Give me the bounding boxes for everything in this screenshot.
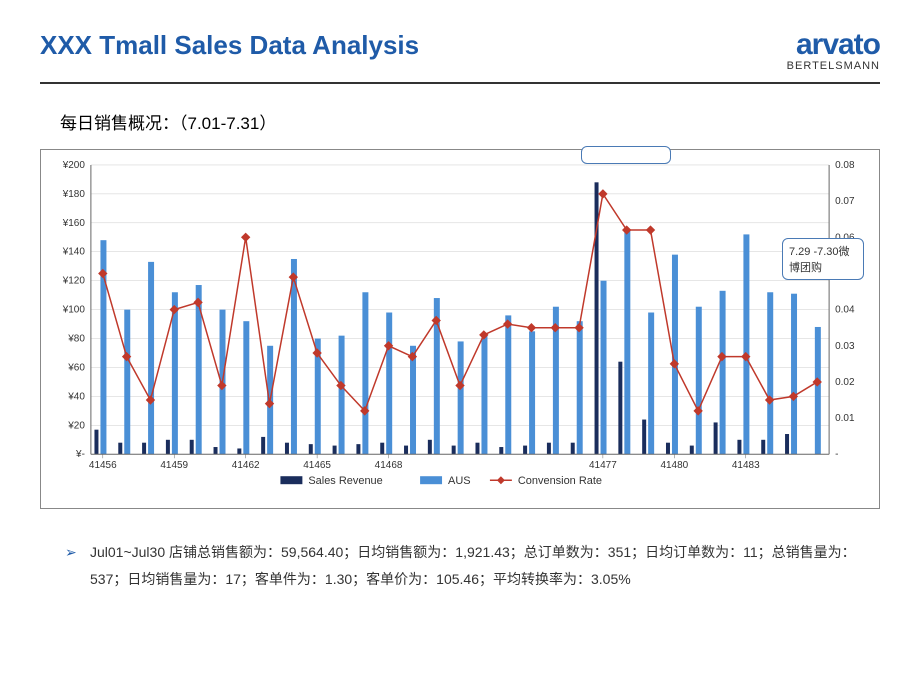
chart-container: ¥- ¥20 ¥40 ¥60 ¥80 ¥100 ¥120 ¥140 ¥160 ¥180 ¥200 - 0…	[40, 149, 880, 509]
svg-text:¥180: ¥180	[62, 189, 86, 200]
svg-text:41462: 41462	[232, 460, 260, 471]
svg-text:AUS: AUS	[448, 475, 471, 487]
svg-text:¥200: ¥200	[62, 160, 86, 171]
svg-text:41480: 41480	[660, 460, 688, 471]
svg-text:¥-: ¥-	[75, 449, 85, 460]
logo-main-text: arvato	[787, 30, 880, 60]
subtitle: 每日销售概况：（7.01-7.31）	[40, 109, 880, 134]
svg-text:41465: 41465	[303, 460, 331, 471]
svg-text:¥100: ¥100	[62, 305, 86, 316]
slide-container: XXX Tmall Sales Data Analysis arvato BER…	[0, 0, 920, 690]
svg-text:¥140: ¥140	[62, 247, 86, 258]
summary-content: Jul01~Jul30 店铺总销售额为：59,564.40；日均销售额为：1,9…	[90, 544, 856, 587]
svg-text:41459: 41459	[160, 460, 188, 471]
summary-text: ➢ Jul01~Jul30 店铺总销售额为：59,564.40；日均销售额为：1…	[40, 539, 880, 592]
svg-text:41477: 41477	[589, 460, 617, 471]
svg-text:¥40: ¥40	[67, 391, 85, 402]
svg-text:-: -	[835, 449, 838, 460]
svg-text:0.01: 0.01	[835, 413, 855, 424]
svg-text:¥20: ¥20	[67, 420, 85, 431]
svg-text:0.03: 0.03	[835, 341, 855, 352]
svg-text:Convension Rate: Convension Rate	[518, 475, 602, 487]
svg-text:41456: 41456	[89, 460, 117, 471]
svg-text:0.07: 0.07	[835, 196, 855, 207]
svg-text:0.04: 0.04	[835, 305, 855, 316]
svg-text:0.02: 0.02	[835, 377, 855, 388]
svg-text:¥80: ¥80	[67, 334, 85, 345]
logo-sub-text: BERTELSMANN	[787, 60, 880, 72]
svg-text:0.08: 0.08	[835, 160, 855, 171]
svg-text:¥60: ¥60	[67, 362, 85, 373]
svg-text:¥160: ¥160	[62, 218, 86, 229]
combo-chart: ¥- ¥20 ¥40 ¥60 ¥80 ¥100 ¥120 ¥140 ¥160 ¥180 ¥200 - 0…	[41, 150, 879, 499]
page-title: XXX Tmall Sales Data Analysis	[40, 30, 419, 61]
annotation-top-box	[581, 146, 671, 164]
bullet-icon: ➢	[65, 539, 77, 566]
annotation-callout: 7.29 -7.30微博团购	[782, 238, 864, 280]
svg-text:41468: 41468	[375, 460, 403, 471]
svg-text:¥120: ¥120	[62, 276, 86, 287]
title-divider	[40, 82, 880, 84]
logo: arvato BERTELSMANN	[787, 30, 880, 72]
svg-text:Sales Revenue: Sales Revenue	[308, 475, 382, 487]
svg-text:41483: 41483	[732, 460, 760, 471]
header: XXX Tmall Sales Data Analysis arvato BER…	[40, 30, 880, 72]
